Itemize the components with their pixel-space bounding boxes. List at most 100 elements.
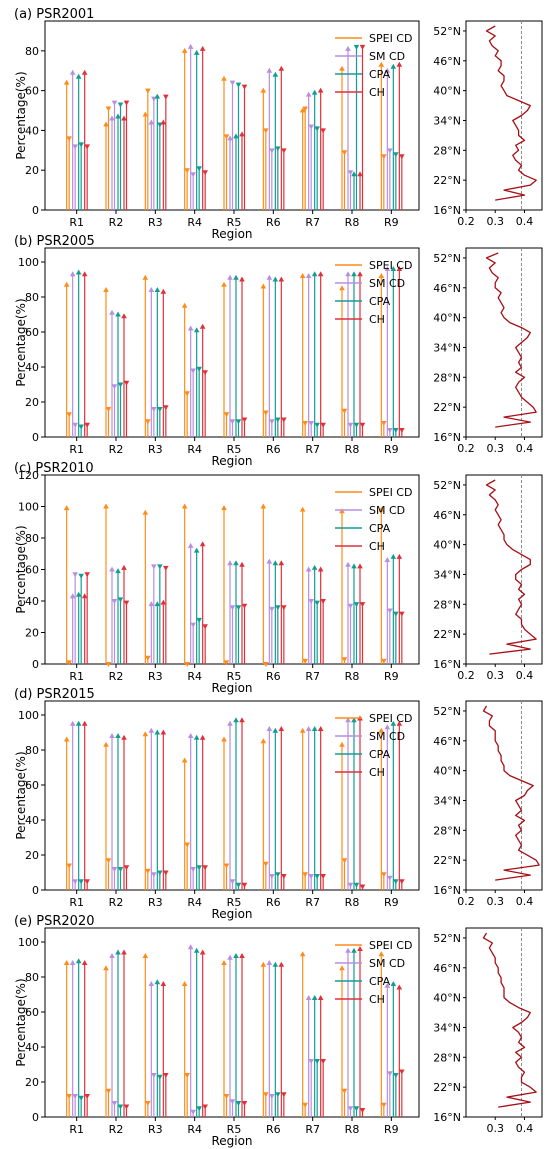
marker-up [221,281,227,287]
profile-y-tick-label: 52°N [433,479,461,492]
marker-down [241,417,248,423]
x-tick-label: R9 [384,216,399,229]
marker-down [347,603,354,609]
marker-down [123,865,130,871]
marker-up [148,287,155,292]
marker-up [272,71,279,77]
marker-down [235,82,242,88]
marker-up [351,563,357,569]
marker-up [193,547,200,553]
marker-up [299,107,306,113]
marker-down [196,166,202,172]
legend-label: SPEI CD [369,712,412,725]
profile-line [482,932,537,1108]
marker-up [81,960,88,965]
x-tick-label: R7 [305,670,320,683]
marker-up [396,984,403,990]
marker-up [109,115,115,121]
marker-down [393,1073,399,1078]
marker-down [123,1104,130,1110]
marker-down [241,603,248,609]
marker-down [184,168,190,174]
marker-down [359,1108,366,1113]
profile-y-tick-label: 46°N [433,55,461,68]
profile-x-tick-label: 0.4 [516,895,534,908]
marker-down [163,405,169,411]
marker-up [339,65,345,71]
marker-up [357,271,363,277]
marker-up [63,736,70,742]
marker-down [275,417,281,423]
x-axis-label: Region [211,454,252,468]
marker-up [233,560,239,566]
profile-frame [465,700,543,891]
marker-down [111,384,118,390]
marker-down [387,875,393,881]
profile-x-tick-label: 0.3 [486,1122,504,1135]
marker-down [308,124,314,130]
profile-y-tick-label: 34°N [433,341,461,354]
profile-y-tick-label: 52°N [433,252,461,265]
marker-down [123,100,130,106]
marker-up [187,43,194,49]
marker-down [302,1102,308,1108]
y-tick-label: 120 [18,469,39,482]
marker-up [103,287,109,292]
marker-down [105,858,112,864]
y-tick-label: 40 [25,124,39,137]
panel-title: (b) PSR2005 [14,234,95,249]
marker-up [266,726,273,731]
marker-down [241,84,248,90]
marker-down [145,655,151,661]
marker-down [353,882,360,888]
marker-up [115,733,121,738]
profile-y-tick-label: 52°N [433,932,461,945]
marker-down [387,148,393,154]
marker-up [317,995,324,1000]
x-axis-label: Region [211,907,252,921]
marker-up [227,560,233,566]
marker-down [347,170,354,176]
marker-down [145,868,151,874]
marker-up [181,757,188,763]
marker-up [81,720,88,726]
marker-up [396,266,403,271]
x-tick-label: R7 [305,1123,320,1136]
marker-down [381,1102,387,1108]
marker-up [154,729,161,735]
marker-up [378,506,385,512]
marker-up [187,733,194,738]
marker-down [263,861,269,867]
marker-up [154,287,161,292]
marker-down [72,879,78,885]
marker-up [121,949,127,955]
marker-down [341,408,348,414]
marker-up [351,717,357,723]
profile-frame [465,927,543,1118]
profile-x-tick-label: 0.2 [457,215,475,228]
x-tick-label: R9 [384,443,399,456]
x-tick-label: R4 [187,670,202,683]
x-tick-label: R5 [227,443,242,456]
x-tick-label: R9 [384,1123,399,1136]
profile-y-tick-label: 34°N [433,114,461,127]
marker-up [148,601,155,607]
marker-down [387,608,393,614]
marker-down [269,1094,275,1099]
marker-up [75,269,82,275]
marker-up [103,503,109,509]
marker-up [272,961,279,967]
marker-up [299,273,306,278]
marker-up [278,276,285,282]
marker-up [121,115,127,121]
marker-up [69,271,76,277]
legend-label: CPA [369,68,391,81]
marker-down [393,152,399,158]
profile-y-tick-label: 40°N [433,992,461,1005]
marker-up [233,274,239,280]
marker-up [390,720,397,726]
y-tick-label: 60 [25,779,39,792]
marker-down [399,154,405,160]
marker-down [320,599,326,604]
